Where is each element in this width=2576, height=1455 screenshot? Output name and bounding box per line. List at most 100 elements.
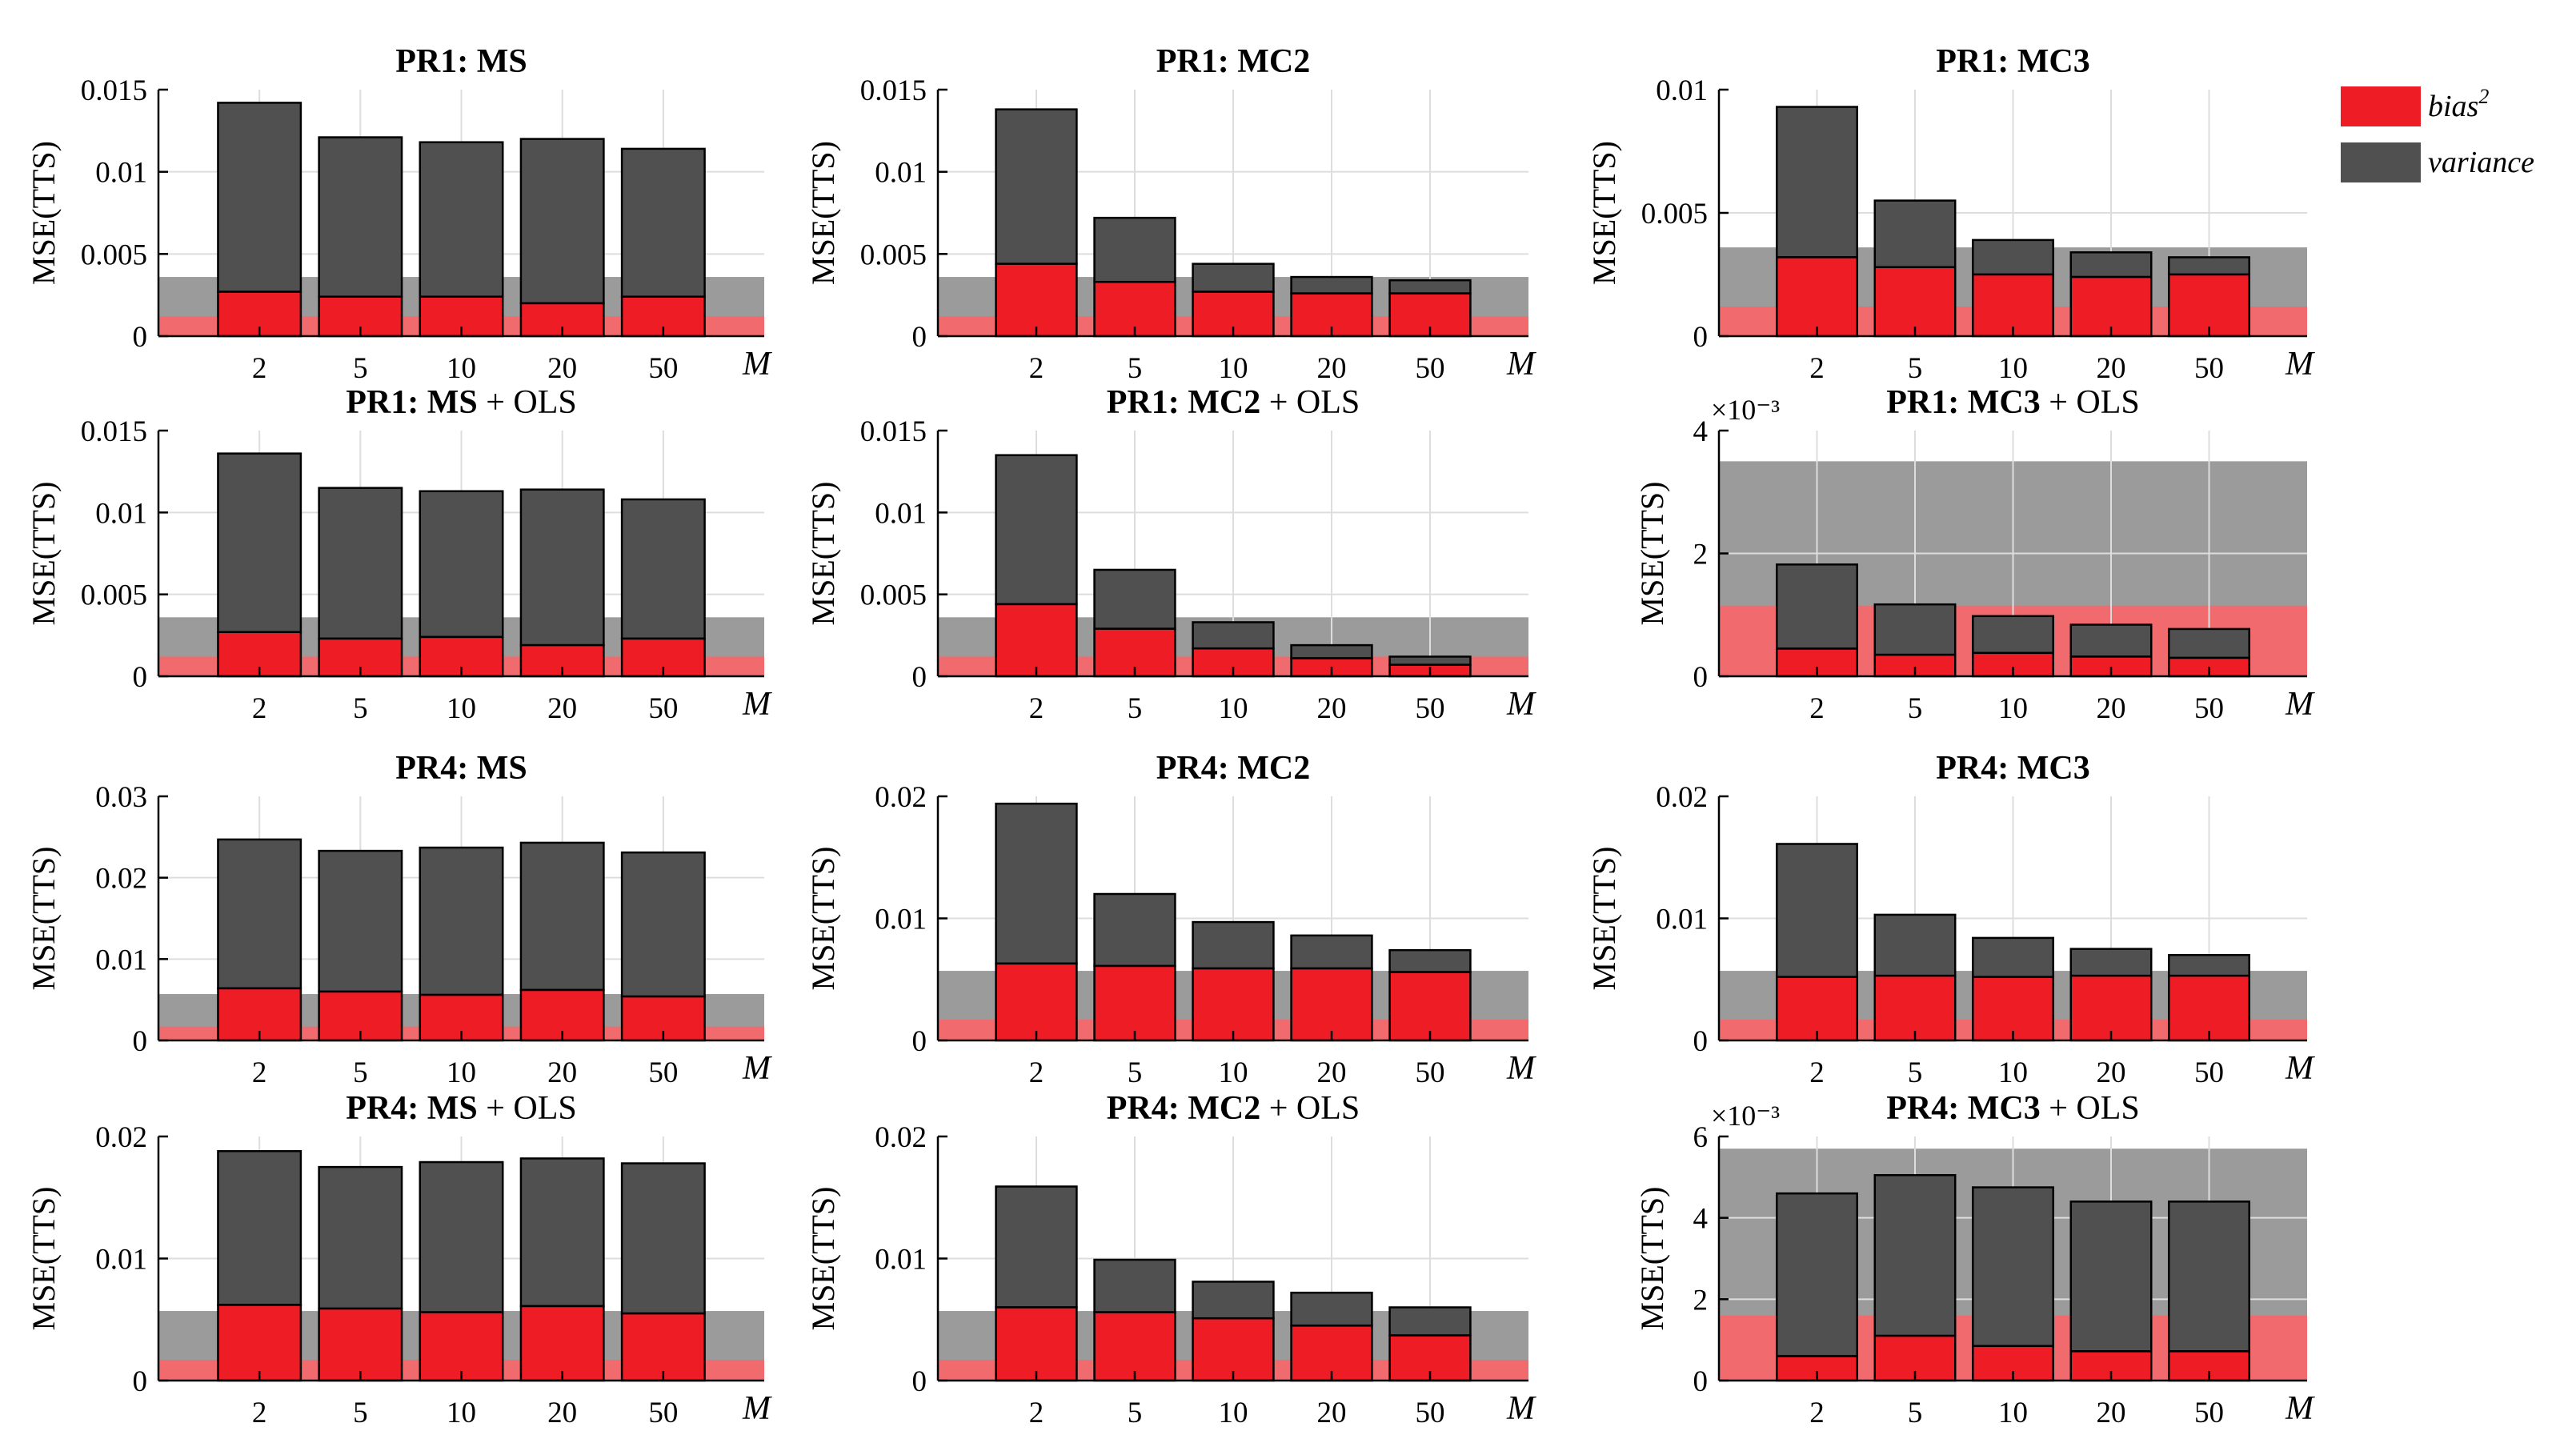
bar-variance: [519, 841, 605, 992]
y-axis-label: MSE(TTS): [26, 847, 62, 991]
bar-variance: [1776, 843, 1858, 978]
bar-variance: [519, 488, 605, 647]
panel-title: PR4: MS: [395, 750, 527, 787]
bar-variance: [1972, 615, 2054, 655]
x-axis-label: M: [2285, 346, 2315, 383]
panel-5: 0 0.005 0.01 0.015 2 5 10 20 50 M MSE(TTS) PR1: MC2…: [805, 384, 1536, 725]
x-tick-label: 5: [1908, 692, 1923, 725]
bar-bias: [995, 962, 1078, 1042]
x-tick-label: 50: [2194, 692, 2224, 725]
x-axis-label: M: [742, 1050, 772, 1087]
bar-variance: [318, 487, 403, 640]
y-tick-label: 0.015: [81, 415, 147, 448]
x-tick-label: 10: [1219, 1056, 1248, 1089]
y-scale-label: ×10⁻³: [1711, 1100, 1780, 1132]
x-tick-label: 20: [1317, 352, 1347, 385]
y-tick-label: 0.015: [81, 74, 147, 107]
y-tick-label: 0.01: [95, 497, 147, 530]
x-tick-label: 50: [2194, 352, 2224, 385]
y-tick-label: 0: [912, 1365, 927, 1398]
y-tick-label: 0: [133, 1025, 148, 1058]
panel-title-main: PR4: MS: [395, 750, 527, 787]
x-tick-label: 10: [447, 692, 476, 725]
x-tick-label: 10: [447, 1056, 476, 1089]
x-tick-label: 5: [1128, 352, 1143, 385]
bar-variance: [217, 1150, 302, 1306]
y-axis-label: MSE(TTS): [1586, 141, 1622, 285]
bar-variance: [2168, 256, 2250, 276]
x-tick-label: 2: [252, 692, 267, 725]
bar-variance: [1290, 934, 1373, 970]
x-tick-label: 5: [1128, 1397, 1143, 1429]
bar-variance: [1192, 621, 1275, 650]
bar-variance: [1873, 1174, 1957, 1337]
bar-bias: [1972, 976, 2054, 1042]
bar-variance: [1388, 655, 1472, 666]
bar-variance: [419, 490, 504, 639]
x-tick-label: 10: [1219, 1397, 1248, 1429]
panel-title: PR4: MC2 + OLS: [1107, 1090, 1360, 1127]
y-tick-label: 4: [1693, 415, 1709, 448]
x-tick-label: 2: [1809, 1397, 1825, 1429]
x-tick-label: 20: [2097, 1397, 2126, 1429]
x-axis-label: M: [1506, 346, 1536, 383]
x-tick-label: 5: [1908, 352, 1923, 385]
y-tick-label: 0.01: [1656, 74, 1708, 107]
bar-bias: [1192, 967, 1275, 1042]
bar-variance: [318, 136, 403, 298]
x-axis-label: M: [742, 686, 772, 723]
y-tick-label: 0.01: [875, 904, 927, 936]
bar-variance: [2168, 954, 2250, 977]
bar-variance: [1776, 106, 1858, 259]
bar-bias: [2168, 974, 2250, 1042]
x-tick-label: 20: [547, 1056, 577, 1089]
bar-bias: [2069, 974, 2153, 1042]
panel-title-main: PR4: MC3: [1936, 750, 2089, 787]
x-tick-label: 10: [1219, 352, 1248, 385]
panel-title: PR1: MC2: [1156, 43, 1310, 80]
y-tick-label: 0.005: [81, 579, 147, 612]
x-tick-label: 50: [648, 352, 678, 385]
bar-bias: [2069, 1350, 2153, 1382]
panel-1: 0 0.005 0.01 0.015 2 5 10 20 50 M MSE(TTS) PR1: MS: [26, 43, 772, 385]
x-tick-label: 10: [1998, 1056, 2028, 1089]
panel-title-main: PR1: MS: [395, 43, 527, 80]
bar-variance: [217, 838, 302, 990]
panel-title-main: PR1: MC3: [1936, 43, 2089, 80]
y-axis-label: MSE(TTS): [805, 847, 841, 991]
y-tick-label: 0: [1693, 1365, 1709, 1398]
bar-variance: [419, 1160, 504, 1313]
legend-variance-label: variance: [2428, 146, 2534, 179]
y-tick-label: 0.01: [1656, 904, 1708, 936]
x-axis-label: M: [2285, 1390, 2315, 1427]
x-tick-label: 20: [547, 352, 577, 385]
bar-bias: [1192, 291, 1275, 338]
bar-bias: [217, 1304, 302, 1382]
bar-variance: [217, 452, 302, 633]
x-tick-label: 2: [1809, 692, 1825, 725]
x-axis-label: M: [1506, 1050, 1536, 1087]
x-axis-label: M: [2285, 686, 2315, 723]
bar-bias: [1873, 266, 1957, 338]
x-tick-label: 50: [1416, 1056, 1445, 1089]
x-tick-label: 2: [252, 1397, 267, 1429]
panel-title-main: PR4: MC2: [1107, 1090, 1260, 1127]
x-tick-label: 20: [547, 1397, 577, 1429]
y-tick-label: 0: [133, 661, 148, 694]
y-axis-label: MSE(TTS): [26, 482, 62, 626]
x-tick-label: 20: [1317, 1397, 1347, 1429]
x-tick-label: 2: [1029, 692, 1044, 725]
x-tick-label: 5: [353, 1397, 368, 1429]
bar-bias: [1388, 971, 1472, 1042]
x-tick-label: 50: [1416, 352, 1445, 385]
bar-variance: [1388, 948, 1472, 973]
bar-variance: [2168, 627, 2250, 659]
bar-variance: [1093, 1258, 1176, 1313]
x-tick-label: 2: [252, 352, 267, 385]
y-tick-label: 0: [1693, 661, 1709, 694]
y-tick-label: 0: [912, 661, 927, 694]
x-tick-label: 50: [2194, 1397, 2224, 1429]
x-tick-label: 5: [1908, 1056, 1923, 1089]
